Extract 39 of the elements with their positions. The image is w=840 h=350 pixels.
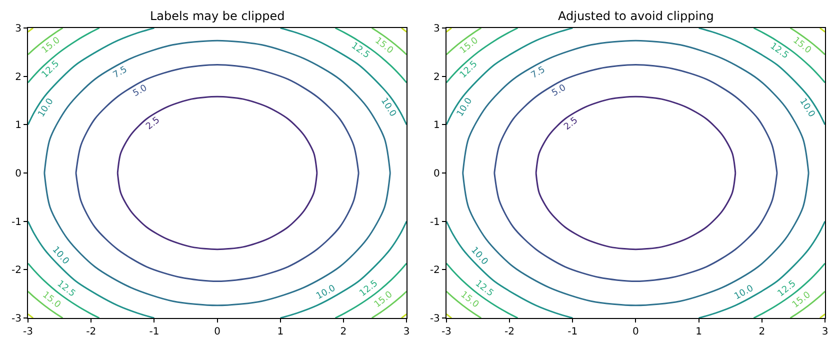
x-tick-label: 1 bbox=[277, 326, 284, 338]
y-tick-label: 2 bbox=[15, 72, 22, 83]
chart-title: Labels may be clipped bbox=[150, 9, 285, 23]
x-tick-label: -1 bbox=[149, 326, 160, 338]
x-tick-label: -2 bbox=[86, 326, 96, 338]
y-tick-label: 3 bbox=[434, 24, 440, 34]
annotation: 2.5 bbox=[144, 115, 162, 132]
y-tick-label: -2 bbox=[430, 265, 440, 276]
x-tick-label: -2 bbox=[504, 326, 515, 338]
y-tick-label: -1 bbox=[430, 216, 440, 228]
y-tick-label: 0 bbox=[434, 168, 440, 180]
x-tick-label: 1 bbox=[696, 326, 702, 338]
y-tick-label: -3 bbox=[12, 314, 22, 324]
x-tick-label: 2 bbox=[340, 326, 347, 338]
annotation: 2.5 bbox=[562, 116, 580, 132]
x-tick-label: 3 bbox=[822, 326, 828, 338]
annotation: 10.0 bbox=[732, 284, 756, 302]
annotation: 10.0 bbox=[314, 283, 338, 302]
annotation: 12.5 bbox=[768, 41, 790, 62]
x-tick-label: 3 bbox=[403, 326, 410, 338]
chart-title: Adjusted to avoid clipping bbox=[558, 9, 714, 23]
annotation: 7.5 bbox=[112, 64, 130, 81]
annotation: 7.5 bbox=[530, 65, 548, 81]
x-tick-label: 2 bbox=[758, 326, 766, 338]
x-tick-label: 0 bbox=[214, 326, 220, 338]
x-tick-label: -3 bbox=[441, 326, 452, 338]
x-tick-label: 0 bbox=[632, 326, 639, 338]
x-tick-label: -1 bbox=[568, 326, 578, 338]
y-tick-label: 2 bbox=[434, 72, 440, 83]
y-tick-label: -2 bbox=[12, 265, 22, 276]
x-tick-label: -3 bbox=[23, 326, 33, 338]
y-tick-label: 1 bbox=[434, 120, 440, 132]
y-tick-label: -3 bbox=[430, 314, 440, 324]
y-tick-label: 0 bbox=[15, 168, 22, 180]
y-tick-label: 1 bbox=[15, 120, 22, 132]
y-tick-label: 3 bbox=[15, 24, 22, 34]
annotation: 5.0 bbox=[550, 82, 568, 99]
annotation: 5.0 bbox=[132, 83, 150, 100]
y-tick-label: -1 bbox=[12, 216, 22, 228]
